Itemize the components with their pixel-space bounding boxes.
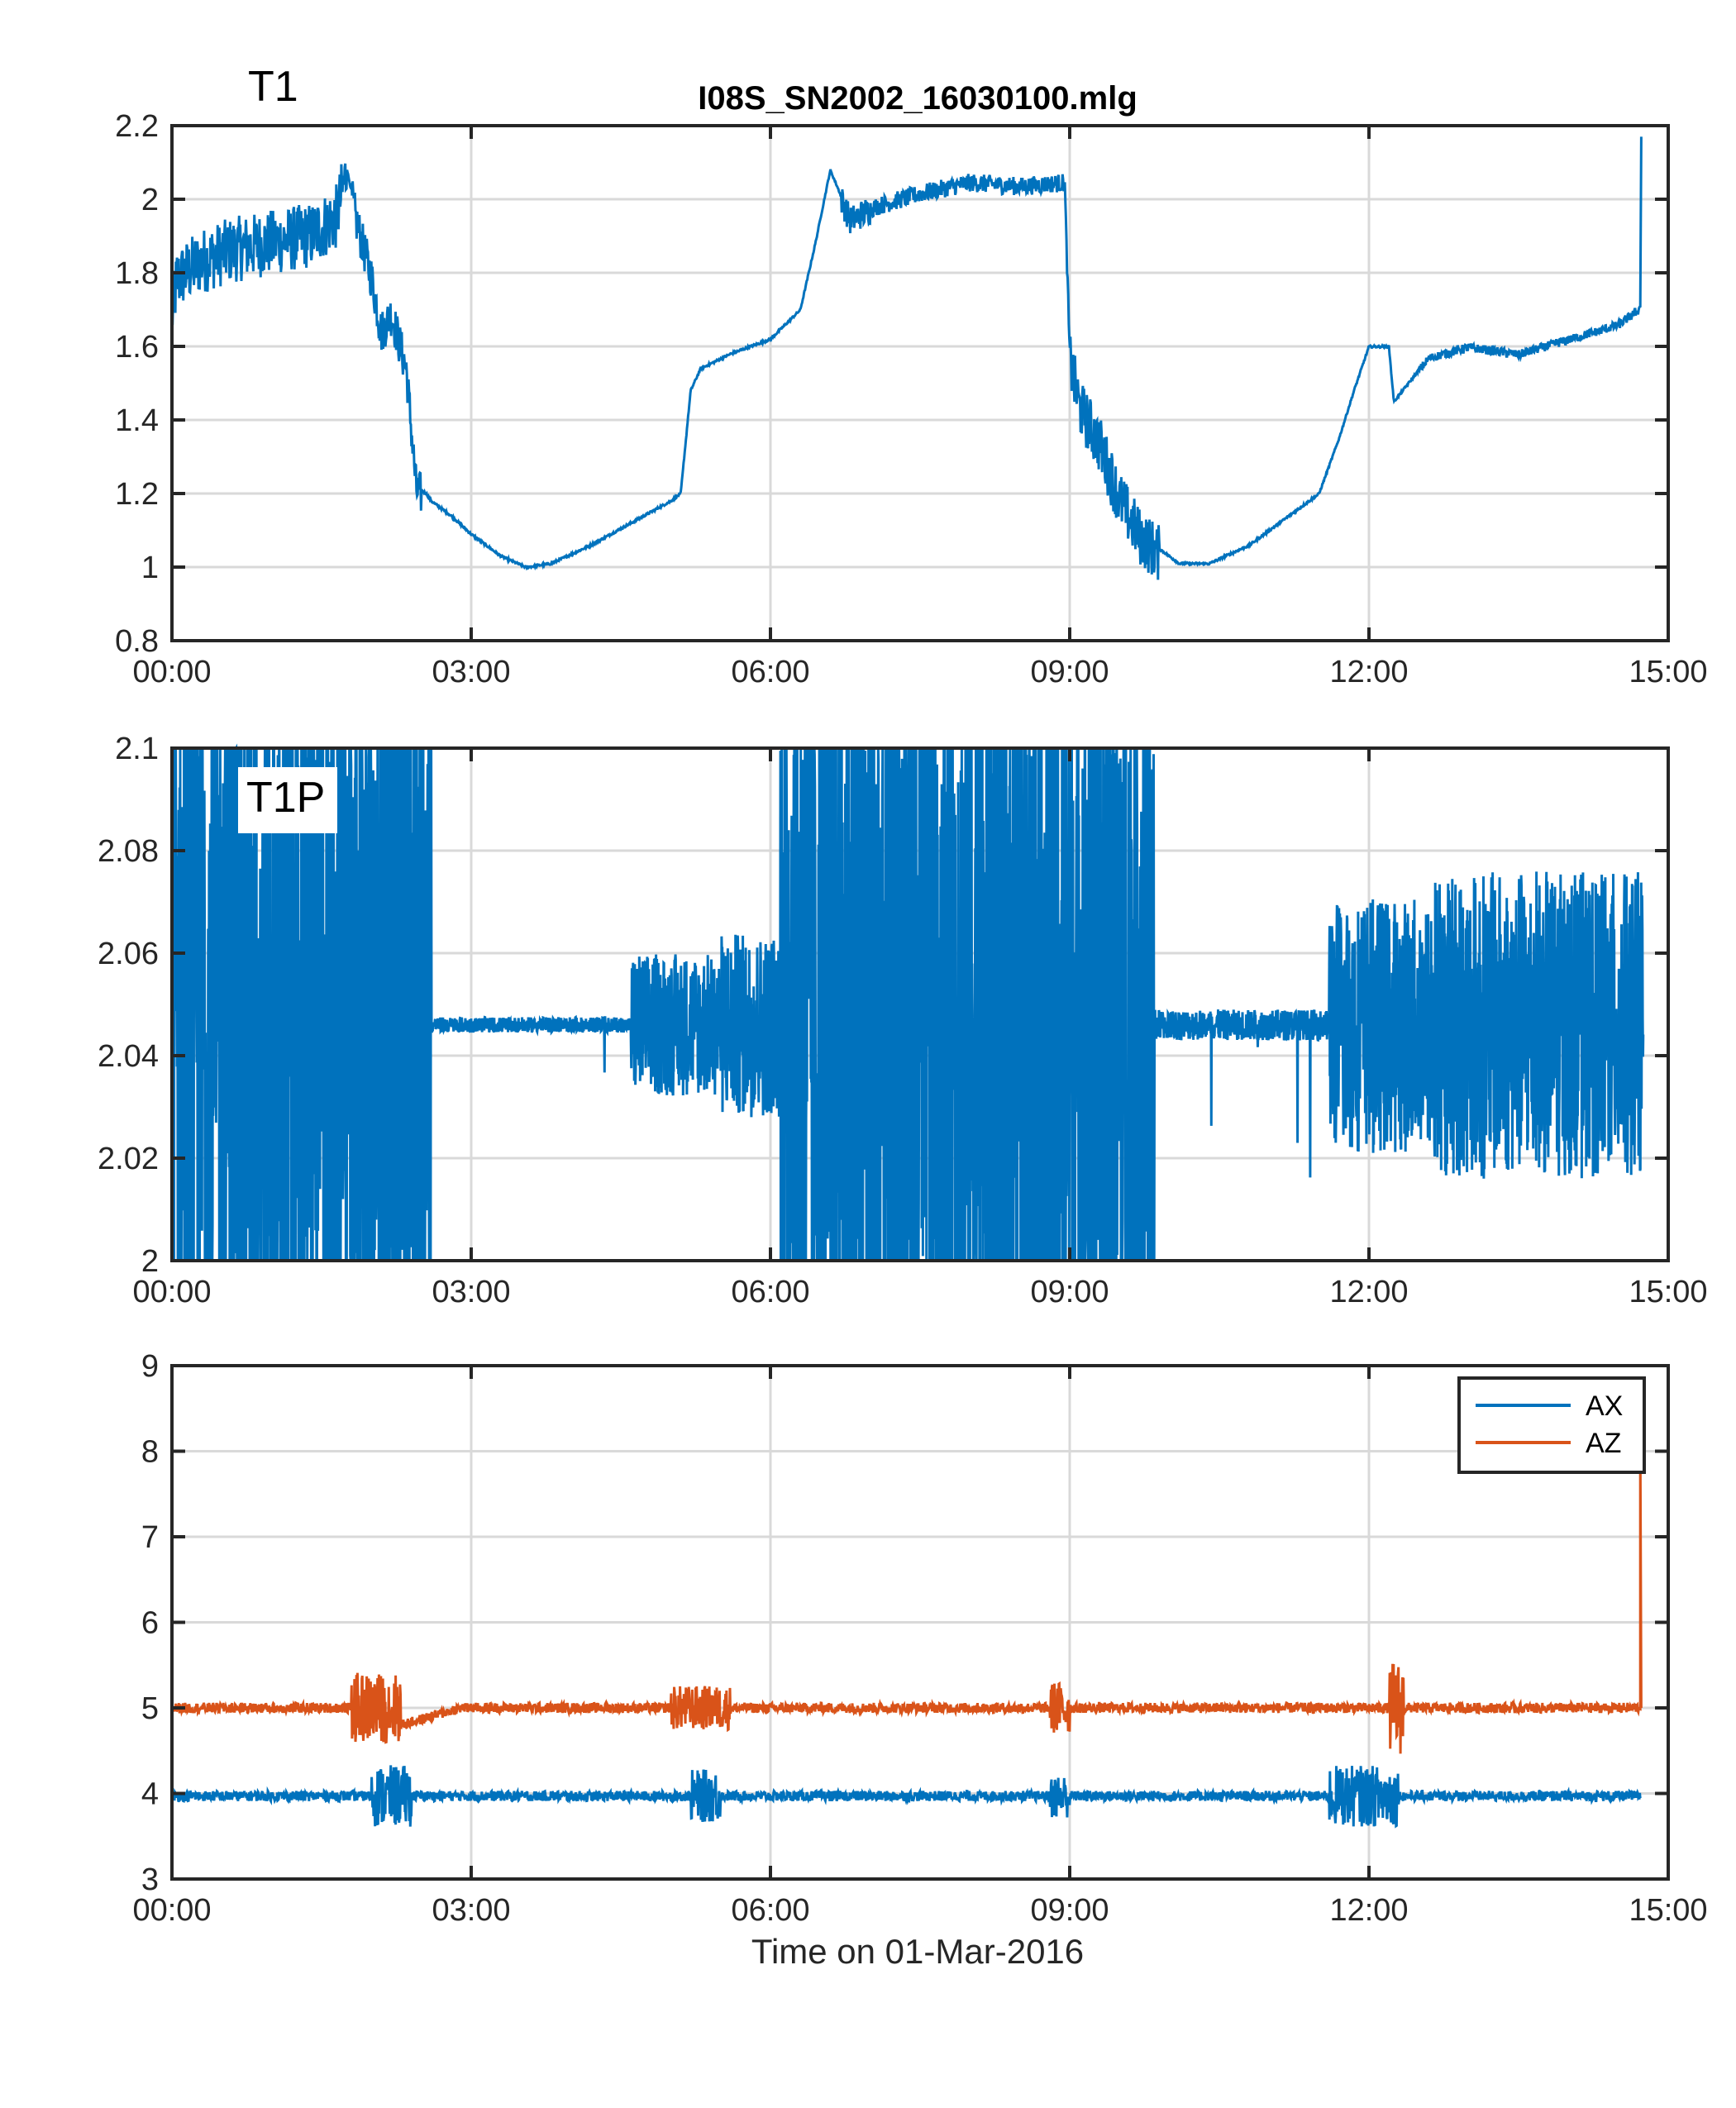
y-tick-label: 3 [141, 1862, 159, 1897]
x-tick-label: 12:00 [1329, 1893, 1408, 1928]
x-tick-label: 09:00 [1030, 1275, 1109, 1309]
y-tick-label: 2 [141, 183, 159, 217]
panel-label-bg [238, 58, 329, 124]
series-line-t1 [170, 136, 1643, 580]
legend: AX AZ [1457, 1376, 1646, 1474]
y-tick-label: 8 [141, 1435, 159, 1470]
y-tick-label: 5 [141, 1691, 159, 1726]
y-tick-label: 1.2 [115, 477, 159, 512]
y-tick-label: 2.02 [98, 1142, 159, 1176]
x-tick-label: 03:00 [432, 1275, 510, 1309]
x-tick-label: 09:00 [1030, 1893, 1109, 1928]
panel-label-t1p: T1P [246, 774, 325, 822]
y-tick-label: 2.04 [98, 1039, 159, 1074]
x-tick-label: 00:00 [132, 1893, 211, 1928]
y-tick-label: 1.4 [115, 403, 159, 438]
legend-box [1457, 1376, 1646, 1474]
x-tick-label: 15:00 [1629, 1893, 1707, 1928]
chart-panel-accel: 00:00 03:00 06:00 09:00 12:00 15:00 3 4 5 6 7 8 9 Ti… [132, 1349, 1707, 1971]
chart-title: I08S_SN2002_16030100.mlg [698, 80, 1137, 117]
x-tick-label: 12:00 [1329, 655, 1408, 689]
panel-label-bg [238, 767, 337, 833]
y-tick-label: 2.06 [98, 937, 159, 971]
chart-panel-t1p: 00:00 03:00 06:00 09:00 12:00 15:00 2 2.02 2.04 2… [98, 732, 1708, 1309]
x-tick-label: 12:00 [1329, 1275, 1408, 1309]
series-line-az [171, 1433, 1643, 1754]
y-tick-label: 7 [141, 1520, 159, 1555]
y-tick-label: 2 [141, 1244, 159, 1279]
x-tick-label: 09:00 [1030, 655, 1109, 689]
y-tick-label: 2.1 [115, 732, 159, 766]
y-tick-label: 9 [141, 1349, 159, 1384]
y-tick-label: 4 [141, 1777, 159, 1812]
y-tick-label: 1.6 [115, 330, 159, 365]
x-axis-label: Time on 01-Mar-2016 [751, 1932, 1084, 1971]
x-tick-label: 03:00 [432, 1893, 510, 1928]
y-tick-label: 6 [141, 1606, 159, 1641]
x-tick-label: 00:00 [132, 655, 211, 689]
series-line-t1p [170, 743, 1645, 1262]
y-tick-label: 1.8 [115, 256, 159, 291]
y-tick-label: 1 [141, 551, 159, 585]
x-tick-label: 06:00 [731, 1275, 809, 1309]
x-tick-label: 03:00 [432, 655, 510, 689]
chart-panel-t1: 00:00 03:00 06:00 09:00 12:00 15:00 0.8 1 1.2 1.4… [115, 58, 1708, 689]
x-tick-label: 06:00 [731, 1893, 809, 1928]
plot-frame [170, 746, 1670, 1262]
x-tick-label: 15:00 [1629, 655, 1707, 689]
plot-frame [170, 124, 1670, 642]
legend-label-ax: AX [1586, 1390, 1623, 1422]
y-tick-label: 2.08 [98, 834, 159, 869]
x-tick-label: 06:00 [731, 655, 809, 689]
x-tick-label: 00:00 [132, 1275, 211, 1309]
x-tick-label: 15:00 [1629, 1275, 1707, 1309]
panel-label-t1: T1 [248, 63, 298, 111]
legend-label-az: AZ [1586, 1428, 1621, 1459]
y-tick-label: 2.2 [115, 109, 159, 144]
y-tick-label: 0.8 [115, 624, 159, 659]
series-line-ax [170, 1765, 1642, 1829]
